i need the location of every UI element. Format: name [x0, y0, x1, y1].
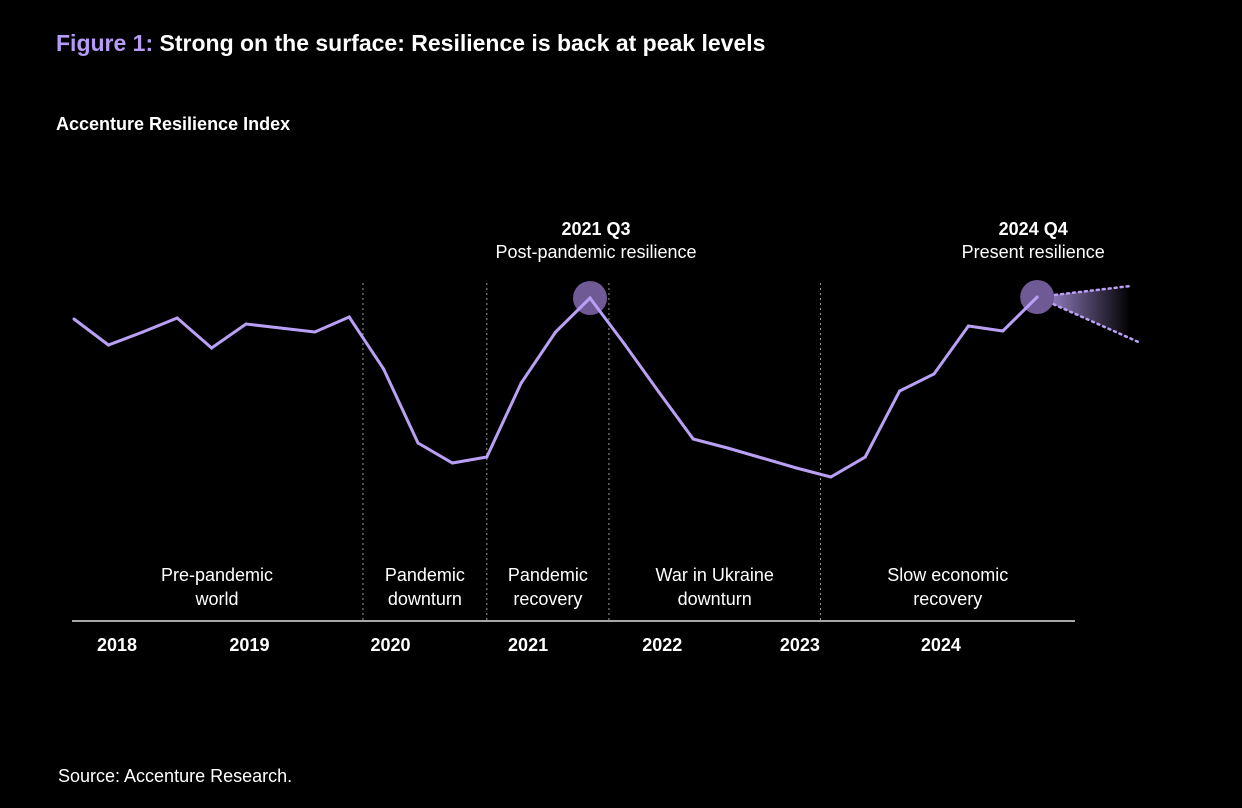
figure-title-text: Strong on the surface: Resilience is bac… — [159, 30, 766, 56]
period-label-line1: Pandemic — [385, 565, 465, 585]
data-point — [313, 330, 317, 334]
data-point — [760, 456, 764, 460]
data-point — [829, 475, 833, 479]
data-point — [554, 330, 558, 334]
period-label-line1: Slow economic — [887, 565, 1008, 585]
data-point — [898, 389, 902, 393]
source-note: Source: Accenture Research. — [58, 766, 293, 786]
x-tick-label: 2020 — [370, 635, 410, 655]
data-point — [450, 461, 454, 465]
data-point — [141, 330, 145, 334]
annotation-text: Present resilience — [962, 242, 1105, 262]
data-point — [382, 367, 386, 371]
data-point — [278, 326, 282, 330]
data-point — [966, 324, 970, 328]
data-point — [657, 390, 661, 394]
data-point — [1035, 295, 1039, 299]
forecast-lower-bound — [1035, 295, 1140, 344]
resilience-index-line — [73, 295, 1039, 479]
data-point — [416, 441, 420, 445]
x-tick-label: 2022 — [642, 635, 682, 655]
period-label-line2: world — [194, 589, 238, 609]
data-point — [691, 437, 695, 441]
data-point — [726, 446, 730, 450]
data-point — [210, 346, 214, 350]
forecast-upper-bound — [1035, 284, 1132, 299]
period-label-line2: downturn — [388, 589, 462, 609]
data-point — [519, 381, 523, 385]
x-tick-label: 2021 — [508, 635, 548, 655]
period-label-line1: War in Ukraine — [656, 565, 774, 585]
data-point — [72, 317, 76, 321]
annotation-label: 2021 Q3 — [561, 219, 630, 239]
data-point — [794, 466, 798, 470]
x-tick-label: 2019 — [229, 635, 269, 655]
data-point — [863, 455, 867, 459]
x-tick-label: 2018 — [97, 635, 137, 655]
data-point — [622, 342, 626, 346]
figure-title: Figure 1: Strong on the surface: Resilie… — [56, 30, 765, 57]
forecast-cone-fill — [1037, 286, 1131, 338]
data-point — [175, 316, 179, 320]
annotation-label: 2024 Q4 — [999, 219, 1068, 239]
figure-number: Figure 1: — [56, 30, 154, 56]
data-point — [347, 315, 351, 319]
data-point — [244, 322, 248, 326]
period-label-line1: Pandemic — [508, 565, 588, 585]
chart-subtitle: Accenture Resilience Index — [56, 114, 291, 134]
period-label-line1: Pre-pandemic — [161, 565, 273, 585]
data-point — [1001, 329, 1005, 333]
period-label-line2: recovery — [913, 589, 982, 609]
data-point — [588, 296, 592, 300]
data-point — [932, 372, 936, 376]
period-label-line2: recovery — [513, 589, 582, 609]
annotation-text: Post-pandemic resilience — [495, 242, 696, 262]
data-point — [106, 343, 110, 347]
data-point — [485, 455, 489, 459]
period-label-line2: downturn — [678, 589, 752, 609]
x-tick-label: 2023 — [780, 635, 820, 655]
x-tick-label: 2024 — [921, 635, 961, 655]
